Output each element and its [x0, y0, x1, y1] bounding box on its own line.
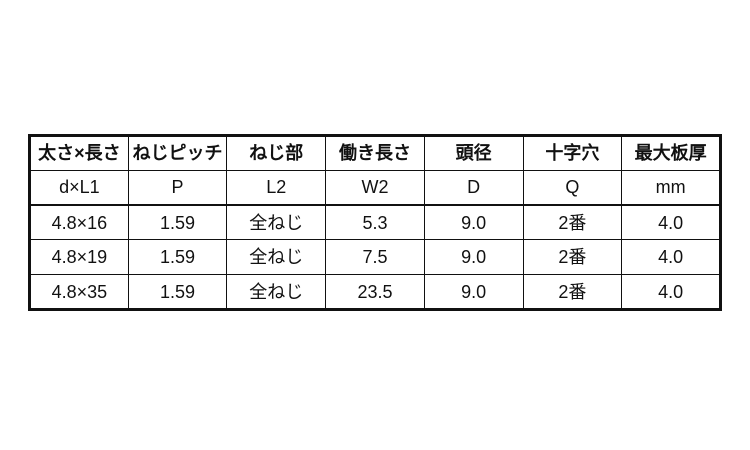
spec-cell: 1.59	[127, 239, 228, 276]
spec-cell: 5.3	[325, 204, 425, 241]
spec-cell: 4.0	[621, 204, 721, 241]
spec-cell: 4.8×16	[29, 204, 129, 241]
symbol-cell-thread: L2	[226, 169, 327, 207]
column-header-working-length: 働き長さ	[325, 135, 425, 171]
column-header-size: 太さ×長さ	[29, 135, 129, 171]
spec-cell: 全ねじ	[226, 204, 327, 241]
column-header-thread: ねじ部	[226, 135, 327, 171]
spec-cell: 2番	[522, 204, 623, 241]
symbol-cell-head-diameter: D	[423, 169, 524, 207]
table-row: 4.8×19 1.59 全ねじ 7.5 9.0 2番 4.0	[29, 239, 721, 276]
spec-cell: 全ねじ	[226, 239, 327, 276]
symbol-cell-cross-recess: Q	[522, 169, 623, 207]
spec-cell: 4.0	[621, 239, 721, 276]
spec-cell: 9.0	[423, 204, 524, 241]
column-header-pitch: ねじピッチ	[127, 135, 228, 171]
table-row: 4.8×35 1.59 全ねじ 23.5 9.0 2番 4.0	[29, 274, 721, 310]
column-header-max-plate-thickness: 最大板厚	[621, 135, 721, 171]
spec-cell: 23.5	[325, 274, 425, 310]
spec-cell: 7.5	[325, 239, 425, 276]
spec-cell: 2番	[522, 239, 623, 276]
symbol-cell-size: d×L1	[29, 169, 129, 207]
column-header-cross-recess: 十字穴	[522, 135, 623, 171]
spec-cell: 4.0	[621, 274, 721, 310]
spec-cell: 4.8×19	[29, 239, 129, 276]
spec-cell: 全ねじ	[226, 274, 327, 310]
column-header-head-diameter: 頭径	[423, 135, 524, 171]
spec-cell: 9.0	[423, 274, 524, 310]
spec-table-container: 太さ×長さ ねじピッチ ねじ部 働き長さ 頭径 十字穴 最大板厚 d×L1 P …	[28, 134, 722, 311]
table-symbol-row: d×L1 P L2 W2 D Q mm	[29, 169, 721, 207]
spec-cell: 1.59	[127, 204, 228, 241]
spec-cell: 4.8×35	[29, 274, 129, 310]
spec-cell: 2番	[522, 274, 623, 310]
symbol-cell-working-length: W2	[325, 169, 425, 207]
symbol-cell-pitch: P	[127, 169, 228, 207]
table-row: 4.8×16 1.59 全ねじ 5.3 9.0 2番 4.0	[29, 204, 721, 241]
spec-table: 太さ×長さ ねじピッチ ねじ部 働き長さ 頭径 十字穴 最大板厚 d×L1 P …	[28, 134, 722, 311]
table-header-row: 太さ×長さ ねじピッチ ねじ部 働き長さ 頭径 十字穴 最大板厚	[29, 135, 721, 171]
symbol-cell-unit: mm	[621, 169, 721, 207]
spec-cell: 1.59	[127, 274, 228, 310]
spec-cell: 9.0	[423, 239, 524, 276]
